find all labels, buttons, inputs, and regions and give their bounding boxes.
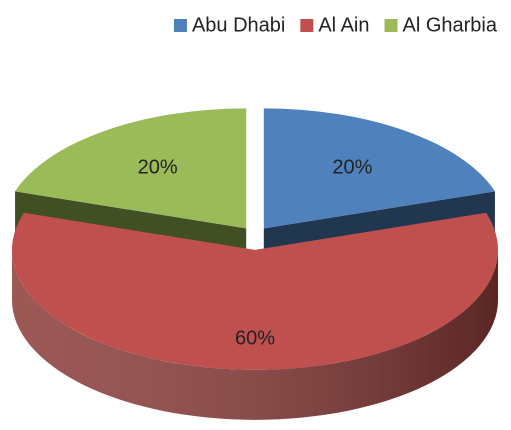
data-label: 20%: [332, 157, 372, 179]
legend-label: Al Gharbia: [403, 14, 498, 36]
legend-swatch: [173, 19, 187, 32]
legend-swatch: [384, 19, 398, 32]
data-label: 60%: [235, 328, 275, 350]
legend-label: Abu Dhabi: [192, 14, 285, 36]
pie: 20% 60% 20%: [11, 108, 498, 420]
legend-swatch: [300, 19, 314, 32]
slice-top: [11, 212, 498, 370]
slice-top: [263, 108, 495, 229]
legend: Abu Dhabi Al Ain Al Gharbia: [173, 14, 498, 36]
legend-label: Al Ain: [318, 14, 369, 36]
slice-side-shade: [12, 249, 498, 420]
slice: [11, 212, 498, 420]
slice-top: [15, 108, 247, 229]
data-label: 20%: [138, 157, 178, 179]
